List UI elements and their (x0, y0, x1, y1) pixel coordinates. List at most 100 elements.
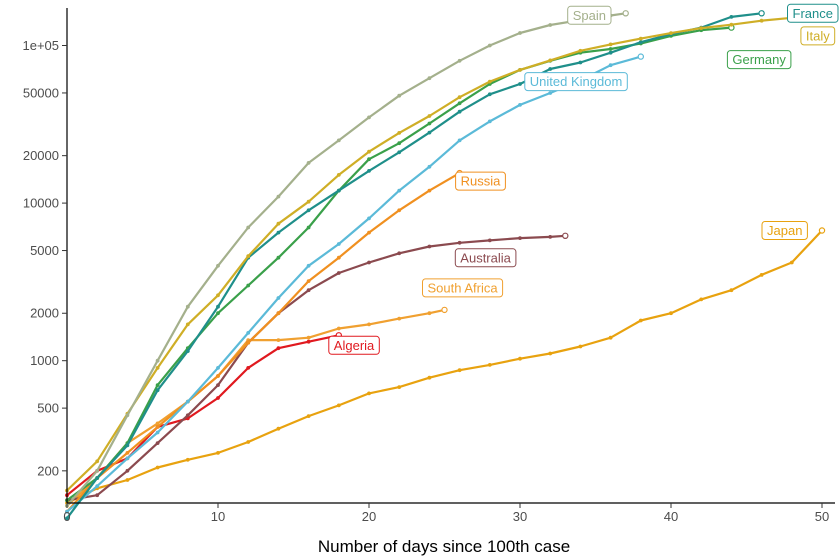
data-point-germany (427, 121, 432, 126)
data-point-italy (427, 114, 432, 118)
data-point-australia (336, 271, 341, 275)
data-point-italy (306, 199, 311, 204)
label-box (787, 3, 839, 23)
data-point-italy (487, 79, 492, 84)
data-point-italy (155, 366, 160, 370)
data-point-france (518, 82, 522, 86)
label-box (567, 5, 612, 25)
data-point-australia (95, 493, 100, 498)
series-layer (65, 10, 826, 521)
data-point-japan (638, 318, 643, 323)
data-point-italy (185, 322, 190, 327)
y-tick-label: 5000 (30, 243, 59, 258)
data-point-japan (185, 457, 190, 462)
series-label-united-kingdom: United Kingdom (524, 72, 628, 92)
data-point-italy (457, 95, 462, 100)
data-point-australia (487, 238, 492, 243)
data-point-italy (518, 68, 522, 72)
data-point-spain (336, 138, 341, 143)
data-point-france (276, 230, 281, 235)
labels-layer: Spain France Italy Germany United Kingdom Rus… (328, 3, 839, 355)
x-tick-label: 20 (362, 509, 376, 524)
label-box (800, 26, 836, 46)
series-france (65, 10, 765, 521)
series-label-germany: Germany (726, 50, 792, 70)
label-text: South Africa (428, 280, 499, 295)
data-point-france (608, 50, 613, 55)
data-point-italy (638, 36, 643, 41)
label-box (524, 72, 628, 92)
data-point-france (65, 516, 69, 521)
data-point-russia (336, 255, 341, 260)
data-point-germany (155, 383, 160, 387)
data-point-russia (397, 208, 402, 213)
data-point-united-kingdom (65, 509, 69, 514)
data-point-spain (276, 194, 281, 199)
data-point-russia (276, 311, 281, 316)
data-point-italy (367, 149, 371, 154)
label-text: Spain (573, 8, 606, 23)
data-point-italy (216, 293, 220, 298)
series-label-spain: Spain (567, 5, 612, 25)
data-point-algeria (276, 346, 281, 351)
data-point-italy (276, 221, 281, 226)
data-point-france (427, 130, 432, 135)
series-label-japan: Japan (761, 221, 808, 240)
data-point-france (306, 208, 311, 213)
data-point-france (155, 388, 160, 393)
data-point-japan (548, 351, 553, 356)
data-point-australia (185, 413, 190, 418)
data-point-united-kingdom (336, 242, 341, 246)
label-box (726, 50, 792, 70)
data-point-japan (246, 440, 251, 444)
data-point-italy (397, 131, 402, 135)
data-point-france (578, 60, 583, 65)
data-point-germany (276, 255, 281, 260)
data-point-france (729, 15, 734, 19)
y-tick-label: 20000 (23, 148, 59, 163)
x-tick-label: 50 (815, 509, 829, 524)
label-text: Algeria (334, 338, 375, 353)
series-algeria (65, 332, 342, 498)
data-point-russia (246, 340, 251, 345)
data-point-spain (246, 225, 251, 230)
data-point-japan (155, 465, 160, 470)
data-point-italy (669, 31, 673, 35)
data-point-australia (548, 235, 553, 239)
data-point-russia (367, 230, 371, 235)
data-point-japan (216, 451, 220, 455)
label-text: Germany (732, 52, 786, 67)
series-label-south-africa: South Africa (422, 278, 504, 298)
label-box (454, 248, 517, 268)
data-point-germany (457, 101, 462, 106)
y-tick-label: 200 (37, 463, 59, 478)
x-axis: 0 10 20 30 40 50 (63, 502, 835, 524)
data-point-japan (699, 297, 704, 302)
data-point-russia (155, 425, 160, 429)
data-point-australia (397, 251, 402, 256)
data-point-japan (276, 426, 281, 431)
data-point-south-africa (336, 326, 341, 331)
data-point-united-kingdom (306, 263, 311, 268)
data-point-italy (608, 42, 613, 47)
data-point-united-kingdom (487, 119, 492, 124)
data-point-south-africa (276, 338, 281, 342)
data-point-france (548, 67, 553, 71)
data-point-united-kingdom (518, 103, 522, 107)
data-point-south-africa (397, 316, 402, 321)
data-point-united-kingdom (276, 296, 281, 300)
y-tick-label: 50000 (23, 85, 59, 100)
label-text: France (793, 6, 833, 21)
data-point-france (125, 443, 130, 448)
data-point-australia (306, 288, 311, 293)
series-line-russia (66, 172, 461, 513)
data-point-united-kingdom (246, 331, 251, 335)
data-point-south-africa (367, 322, 371, 327)
data-point-japan (578, 344, 583, 349)
data-point-united-kingdom (367, 216, 371, 221)
data-point-france (638, 40, 643, 45)
data-point-italy (578, 48, 583, 53)
series-label-italy: Italy (800, 26, 836, 46)
data-point-france (487, 92, 492, 97)
data-point-japan (518, 356, 522, 361)
